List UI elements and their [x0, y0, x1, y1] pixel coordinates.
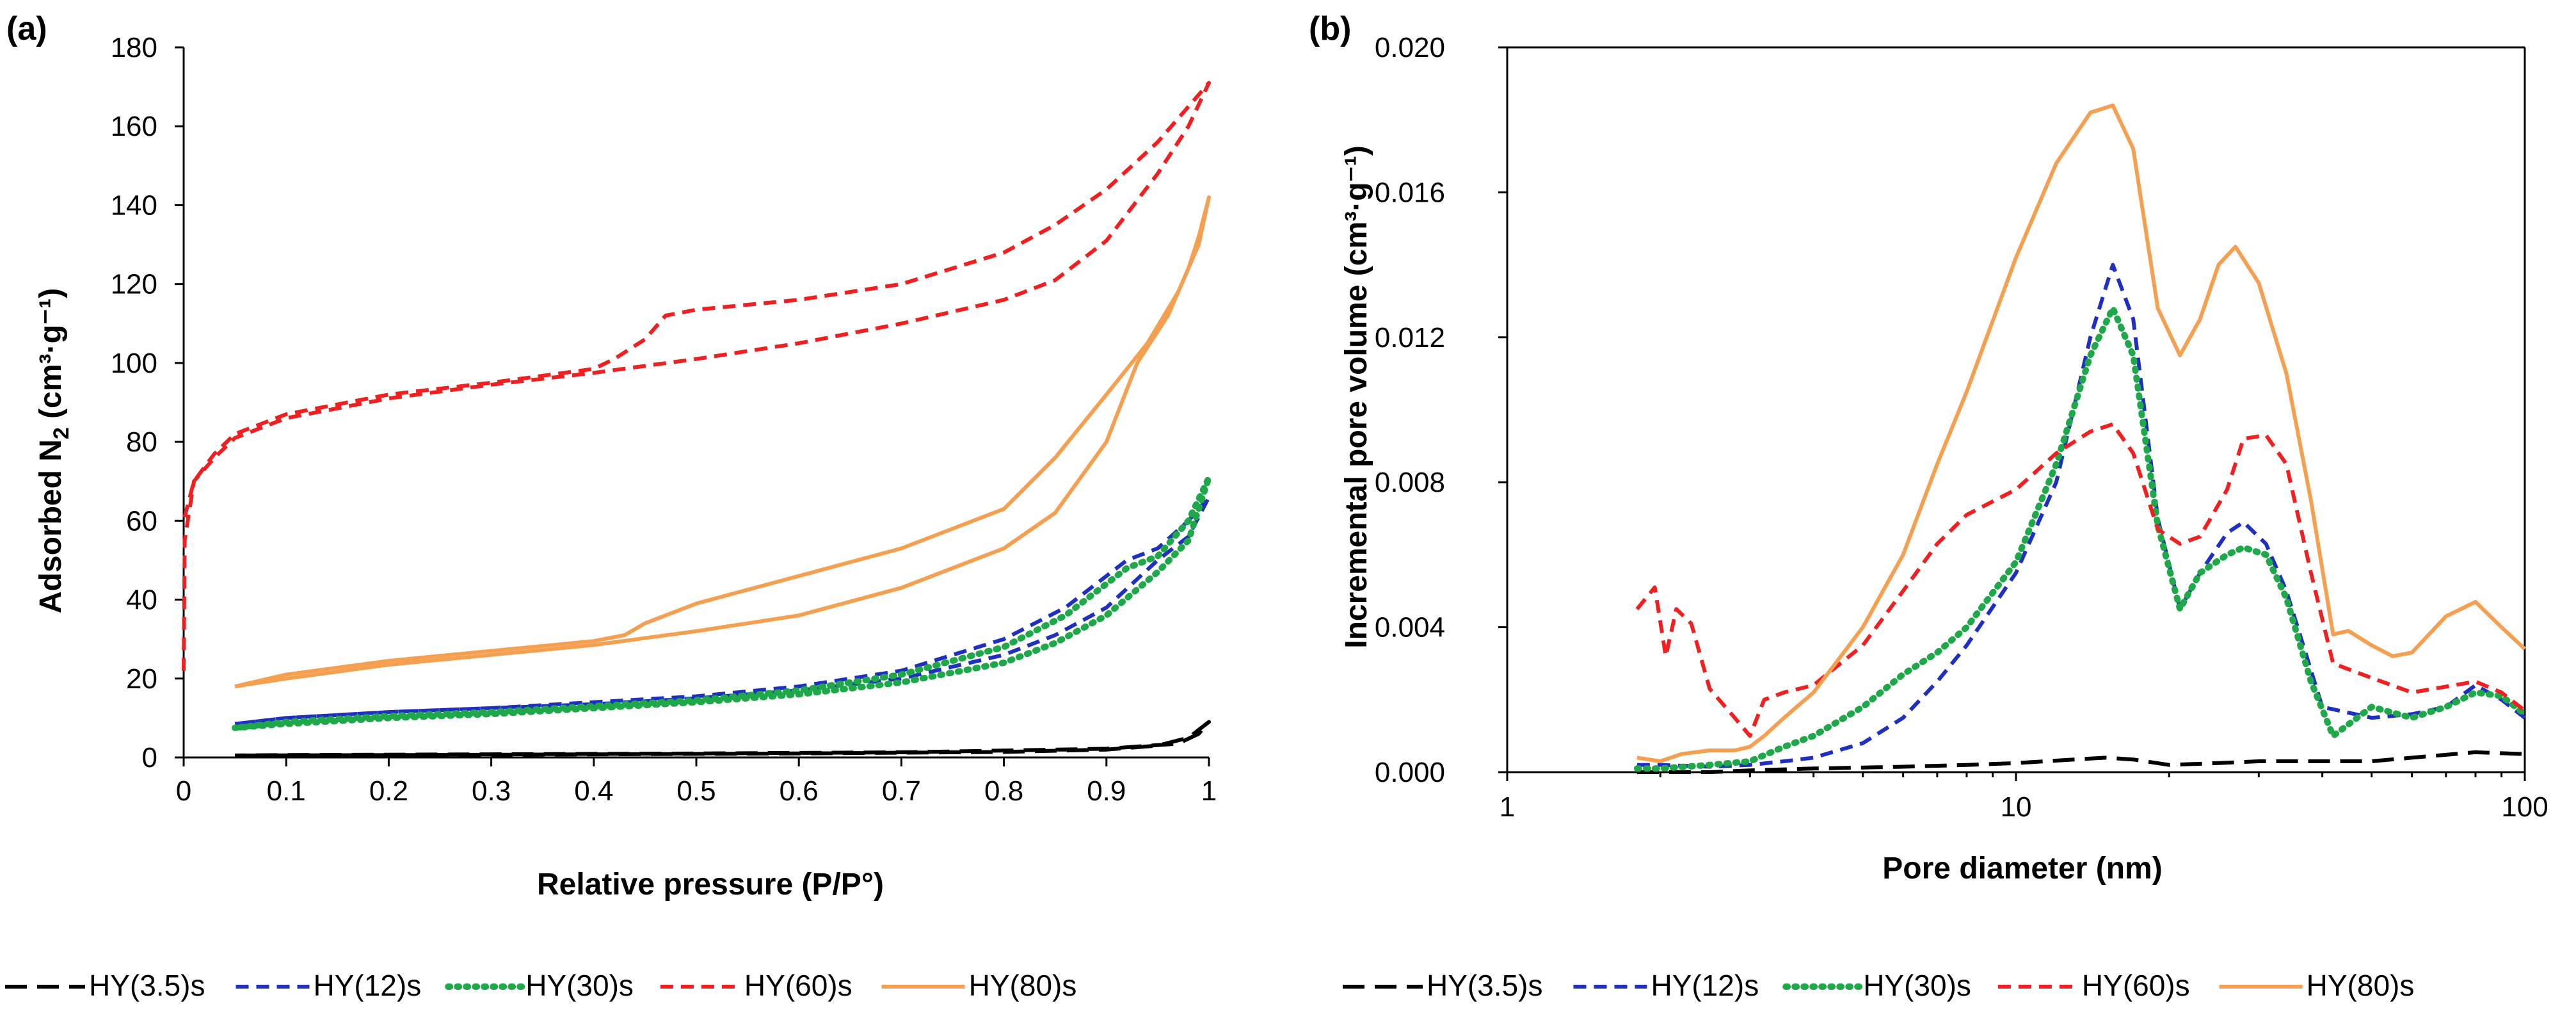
panel-b-series-hy-60-s	[1635, 422, 2526, 738]
panel-a-legend-item-hy-60-s: HY(60)s	[660, 969, 852, 1002]
panel-a-series	[182, 81, 1212, 757]
panel-b-ytick-label: 0.012	[1375, 322, 1445, 353]
panel-a-xtick-label: 0.2	[369, 775, 408, 807]
panel-a-xlabel: Relative pressure (P/P°)	[537, 868, 884, 902]
panel-a-legend-label: HY(30)s	[525, 969, 634, 1002]
panel-b-series-hy-30-s	[1633, 305, 2528, 772]
panel-a-legend-label: HY(80)s	[969, 969, 1077, 1002]
panel-b-ytick-label: 0.000	[1375, 757, 1445, 788]
panel-a-xtick-label: 0.9	[1087, 775, 1126, 807]
panel-a-xtick-label: 0.8	[984, 775, 1023, 807]
panel-a-legend-label: HY(60)s	[744, 969, 852, 1002]
panel-b-legend-item-hy-3-5-s: HY(3.5)s	[1343, 969, 1542, 1002]
panel-a-ytick-label: 20	[126, 663, 157, 695]
panel-a-legend-item-hy-30-s: HY(30)s	[445, 969, 634, 1002]
panel-b-pore-size-distribution: (b) 0.000 0.004 0.008 0.012 0.016 0.020 1 10 100…	[1309, 10, 2548, 885]
panel-b-legend: HY(3.5)s HY(12)s HY(30)s HY(60)s HY(80)s	[1343, 969, 2414, 1002]
panel-b-legend-item-hy-30-s: HY(30)s	[1782, 969, 1971, 1002]
panel-b-legend-item-hy-12-s: HY(12)s	[1573, 969, 1759, 1002]
panel-a-xtick-label: 0.4	[574, 775, 613, 807]
panel-b-series-hy-80-s	[1636, 103, 2527, 763]
panel-b-legend-label: HY(12)s	[1651, 969, 1759, 1002]
panel-a-series-hy-80-s	[234, 195, 1211, 689]
panel-a-ylabel-sub: 2	[49, 427, 74, 439]
panel-b-label: (b)	[1309, 10, 1351, 47]
panel-b-ytick-label: 0.016	[1375, 177, 1445, 208]
panel-b-series-hy-12-s	[1636, 263, 2526, 769]
panel-a-legend-item-hy-3-5-s: HY(3.5)s	[5, 969, 205, 1002]
panel-b-series	[1633, 103, 2528, 774]
panel-b-ylabel: Incremental pore volume (cm³·g⁻¹)	[1340, 145, 1373, 648]
panel-a-ytick-label: 40	[126, 585, 157, 616]
panel-a-xtick-label: 0.1	[267, 775, 306, 807]
panel-a-ytick-label: 60	[126, 505, 157, 537]
panel-a-ytick-label: 120	[111, 269, 157, 300]
panel-b-xtick-label: 100	[2501, 791, 2548, 823]
panel-b-xlabel: Pore diameter (nm)	[1882, 852, 2162, 885]
panel-a-ylabel-unit: (cm³·g⁻¹)	[34, 288, 68, 427]
panel-b-xtick-label: 10	[2001, 791, 2032, 823]
panel-a-ytick-label: 100	[111, 348, 157, 379]
panel-a-xtick-label: 1	[1201, 775, 1217, 807]
panel-a-ytick-label: 0	[142, 742, 157, 773]
panel-a-ylabel: Adsorbed N2 (cm³·g⁻¹)	[34, 288, 74, 613]
panel-b-ytick-label: 0.008	[1375, 467, 1445, 498]
panel-a-label: (a)	[6, 10, 47, 47]
panel-a-axes: 0 20 40 60 80 100 120 140 160 180 0 0.1 0.2 0.3 0.4 0.5…	[111, 32, 1217, 807]
panel-b-ytick-label: 0.020	[1375, 32, 1445, 63]
panel-a-legend-label: HY(3.5)s	[89, 969, 205, 1002]
panel-a-ytick-label: 160	[111, 111, 157, 142]
panel-a-series-hy-60-s	[182, 81, 1211, 671]
panel-a-series-hy-3-5-s	[235, 720, 1211, 757]
panel-b-legend-label: HY(60)s	[2082, 969, 2190, 1002]
panel-a-legend-item-hy-80-s: HY(80)s	[881, 969, 1077, 1002]
panel-b-xtick-label: 1	[1500, 791, 1515, 823]
panel-a-xtick-label: 0.3	[472, 775, 511, 807]
panel-a-adsorption-isotherms: (a) 0 20 40 60 80 100 120 140 160 180 0 0.1 0.2 0.3 0.…	[6, 10, 1217, 902]
panel-a-xtick-label: 0	[176, 775, 191, 807]
panel-a-ytick-label: 140	[111, 190, 157, 221]
panel-b-axes: 0.000 0.004 0.008 0.012 0.016 0.020 1 10 100	[1375, 32, 2548, 823]
panel-b-legend-label: HY(30)s	[1863, 969, 1971, 1002]
panel-b-legend-label: HY(80)s	[2307, 969, 2415, 1002]
panel-a-xtick-label: 0.5	[676, 775, 716, 807]
panel-a-xtick-label: 0.6	[780, 775, 819, 807]
panel-a-xtick-label: 0.7	[882, 775, 921, 807]
panel-a-legend-label: HY(12)s	[313, 969, 421, 1002]
panel-b-ytick-label: 0.004	[1375, 612, 1445, 643]
panel-b-legend-item-hy-60-s: HY(60)s	[1997, 969, 2190, 1002]
panel-b-series-hy-3-5-s	[1636, 750, 2525, 774]
panel-a-series-hy-30-s	[232, 474, 1212, 731]
panel-a-ylabel-main: Adsorbed N	[34, 439, 68, 613]
panel-b-legend-item-hy-80-s: HY(80)s	[2219, 969, 2415, 1002]
panel-a-legend: HY(3.5)s HY(12)s HY(30)s HY(60)s HY(80)s	[5, 969, 1076, 1002]
panel-a-legend-item-hy-12-s: HY(12)s	[236, 969, 421, 1002]
panel-b-legend-label: HY(3.5)s	[1427, 969, 1542, 1002]
panel-a-ytick-label: 180	[111, 32, 157, 63]
panel-a-series-hy-12-s	[234, 495, 1211, 726]
panel-a-ytick-label: 80	[126, 426, 157, 458]
